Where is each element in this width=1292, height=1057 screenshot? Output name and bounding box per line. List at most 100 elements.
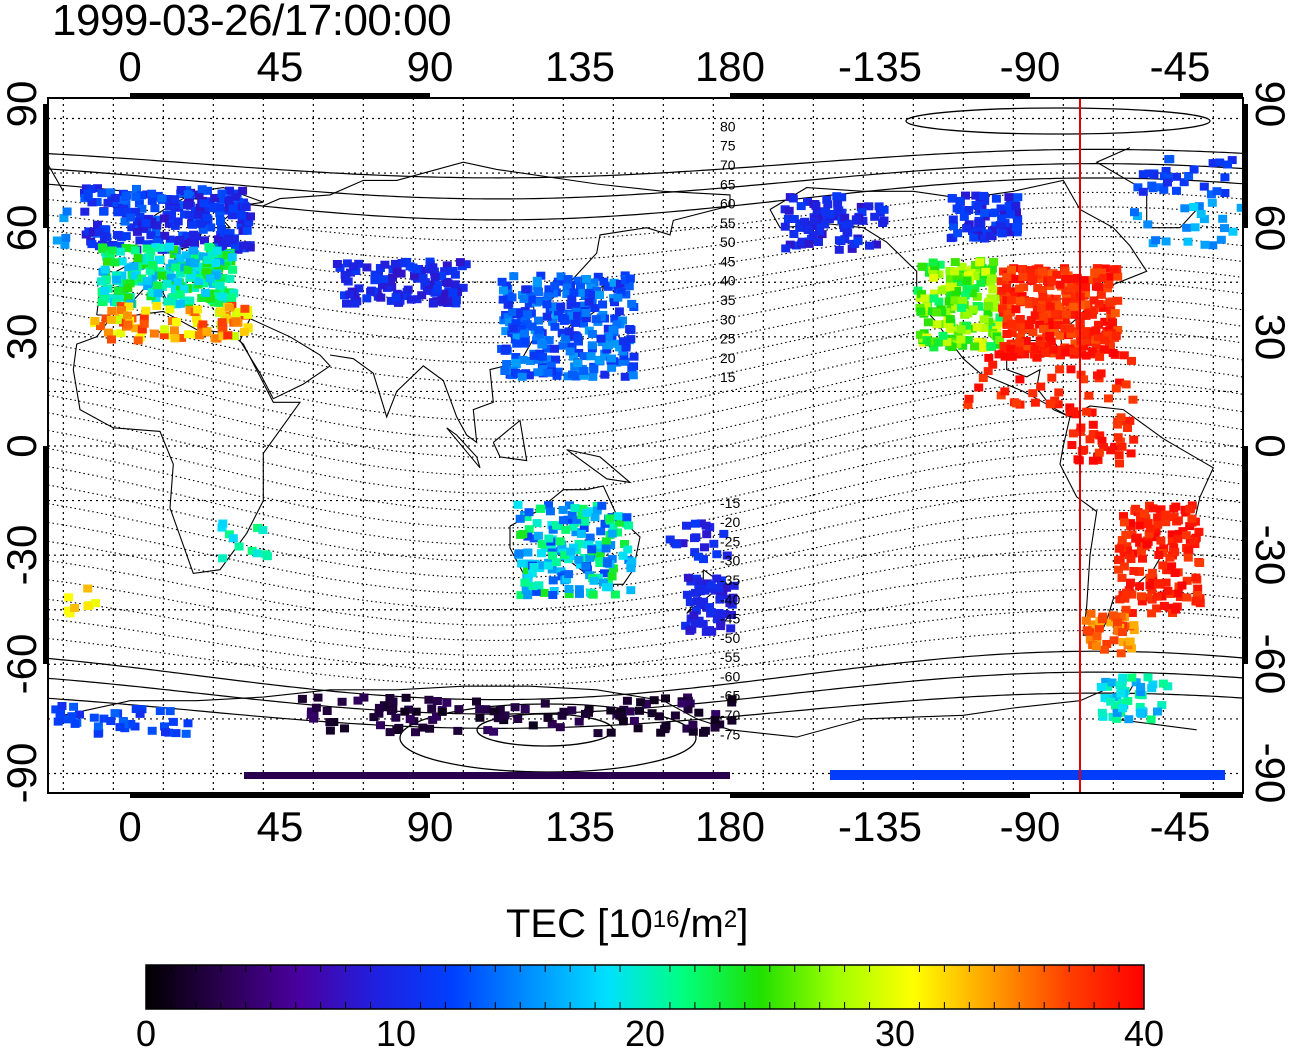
tec-cell [1138, 187, 1148, 196]
tec-cell [215, 281, 225, 290]
tec-cell [1081, 300, 1091, 309]
tec-cell [522, 310, 532, 319]
magnetic-latitude-label: 40 [720, 273, 736, 289]
tec-cell [613, 512, 623, 521]
tec-cell [1026, 316, 1036, 325]
tec-cell [621, 276, 631, 285]
tec-cell [561, 333, 571, 342]
tec-cell [240, 304, 250, 313]
tec-cell [558, 516, 568, 525]
tec-cell [1189, 203, 1199, 211]
tec-cell [217, 189, 227, 198]
tec-cell [510, 335, 520, 344]
tec-cell [99, 232, 109, 241]
magnetic-latitude-line [48, 692, 1243, 729]
tec-cell [590, 304, 600, 313]
tec-cell [975, 258, 985, 267]
magnetic-latitude-label: 35 [720, 292, 736, 308]
tec-cell [690, 519, 700, 528]
magnetic-latitude-label: -55 [720, 649, 740, 665]
tec-cell [729, 581, 739, 590]
tec-cell [183, 265, 193, 274]
tec-cell [374, 703, 384, 712]
tec-cell [605, 514, 615, 523]
tec-cell [1106, 342, 1115, 351]
lon-tick-label-bottom: -135 [837, 803, 923, 850]
tec-cell [127, 223, 137, 232]
tec-cell [1169, 513, 1179, 522]
tec-cell [595, 549, 605, 558]
tec-cell [147, 196, 157, 205]
tec-cell [115, 241, 125, 250]
tec-cell [563, 275, 573, 284]
tec-cell [391, 713, 401, 722]
tec-cell [563, 515, 573, 524]
tec-cell [516, 591, 526, 600]
tec-cell [1121, 605, 1131, 614]
tec-cell [168, 259, 178, 268]
tec-cell [564, 570, 574, 579]
tec-cell [1119, 351, 1129, 360]
tec-cell [195, 263, 205, 271]
tec-cell [1038, 285, 1047, 294]
tec-cell [1116, 649, 1126, 658]
tec-cell [627, 364, 637, 373]
tec-cell [933, 338, 943, 347]
tec-cell [1023, 297, 1033, 306]
tec-cell [1076, 370, 1086, 379]
tec-cell [1135, 582, 1145, 591]
tec-cell [1121, 380, 1131, 389]
tec-cell [154, 256, 164, 264]
tec-cell [957, 303, 967, 312]
tec-cell [988, 360, 998, 369]
tec-cell [189, 230, 199, 239]
magnetic-latitude-label: 70 [720, 157, 736, 173]
tec-cell [391, 293, 401, 302]
tec-cell [1135, 708, 1145, 717]
tec-cell [1124, 715, 1134, 724]
tec-cell [916, 307, 926, 316]
tec-cell [1223, 160, 1232, 169]
tec-cell [1028, 389, 1038, 398]
tec-cell [574, 539, 584, 548]
tec-cell [937, 286, 947, 295]
tec-cell [1107, 678, 1117, 687]
tec-cell [935, 260, 945, 269]
tec-cell [1100, 693, 1110, 702]
tec-cell [135, 709, 145, 718]
tec-cell [139, 319, 149, 328]
tec-cell [182, 231, 192, 240]
tec-cell [847, 244, 857, 253]
tec-cell [603, 578, 613, 586]
tec-cell [602, 341, 612, 350]
tec-cell [997, 214, 1007, 223]
tec-cell [699, 555, 708, 564]
tec-cell [1127, 590, 1137, 599]
tec-cell [573, 276, 583, 285]
magnetic-latitude-label: -20 [720, 514, 740, 530]
tec-cell [1061, 310, 1071, 319]
tec-cell [188, 220, 198, 229]
tec-cell [1152, 592, 1162, 601]
tec-cell [925, 338, 935, 347]
tec-cell [110, 194, 120, 202]
tec-cell [997, 286, 1007, 295]
lon-tick-label-bottom: 135 [544, 803, 616, 850]
tec-cell [224, 288, 234, 297]
tec-cell [386, 296, 396, 305]
tec-cell [803, 226, 813, 234]
tec-cell [1159, 601, 1169, 610]
tec-cell [519, 295, 529, 303]
tec-cell [987, 209, 997, 218]
tec-cell [53, 717, 63, 726]
tec-cell [1088, 420, 1098, 429]
tec-cell [1079, 445, 1089, 454]
tec-cell [1161, 237, 1171, 246]
tec-cell [694, 586, 704, 595]
tec-cell [168, 717, 178, 726]
tec-cell [133, 254, 143, 263]
tec-cell [99, 714, 109, 723]
tec-cell [647, 709, 657, 718]
tec-cell [87, 240, 97, 249]
tec-cell [1135, 521, 1145, 530]
